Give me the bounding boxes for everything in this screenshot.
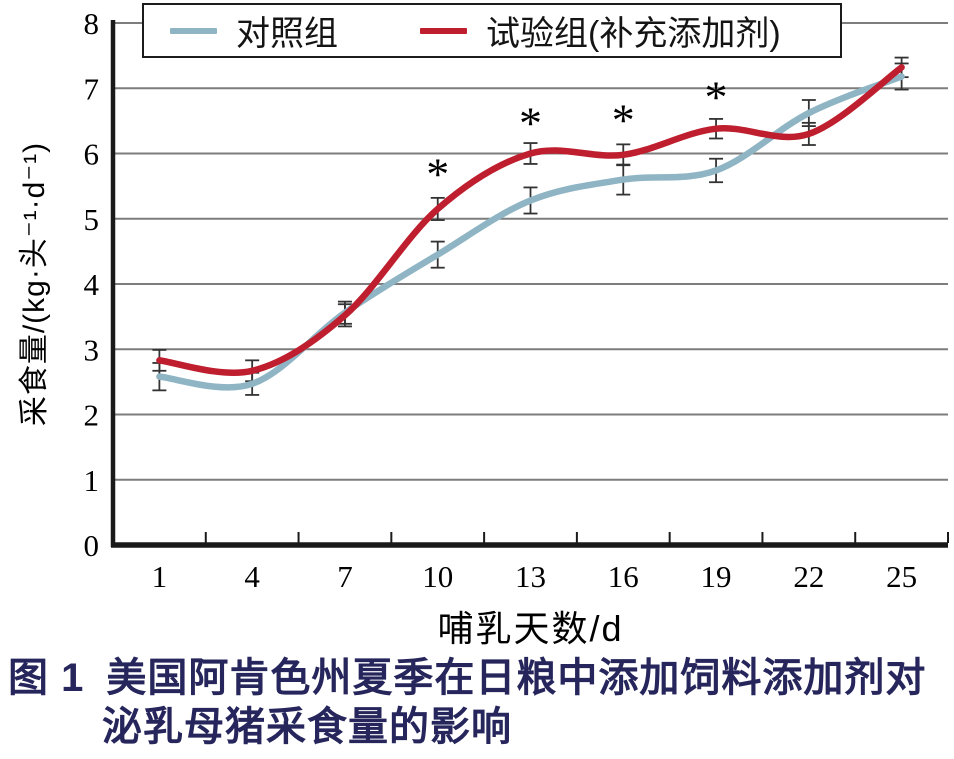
series-line-treatment bbox=[156, 64, 905, 376]
svg-text:*: * bbox=[519, 98, 542, 149]
svg-text:5: 5 bbox=[84, 202, 100, 237]
control-line-swatch bbox=[170, 27, 217, 34]
svg-text:8: 8 bbox=[84, 6, 100, 41]
svg-text:1: 1 bbox=[84, 463, 100, 498]
legend-item-control: 对照组 bbox=[170, 6, 338, 55]
plot-gridlines bbox=[113, 22, 948, 481]
legend-label-control: 对照组 bbox=[236, 15, 338, 53]
figure-caption: 图 1 美国阿肯色州夏季在日粮中添加饲料添加剂对 泌乳母猪采食量的影响 bbox=[8, 654, 926, 752]
svg-text:25: 25 bbox=[886, 559, 917, 594]
svg-text:7: 7 bbox=[337, 559, 353, 594]
caption-text-line2: 泌乳母猪采食量的影响 bbox=[102, 705, 512, 749]
caption-line-1: 图 1 美国阿肯色州夏季在日粮中添加饲料添加剂对 bbox=[8, 654, 926, 703]
svg-text:10: 10 bbox=[422, 559, 453, 594]
svg-text:*: * bbox=[612, 94, 635, 145]
caption-text-line1: 美国阿肯色州夏季在日粮中添加饲料添加剂对 bbox=[106, 656, 927, 700]
svg-text:*: * bbox=[426, 149, 449, 200]
svg-text:3: 3 bbox=[84, 332, 100, 367]
svg-text:2: 2 bbox=[84, 398, 100, 433]
svg-text:4: 4 bbox=[84, 267, 100, 302]
treatment-line-swatch bbox=[420, 27, 467, 34]
y-axis-title: 采食量/(kg·头⁻¹·d⁻¹) bbox=[18, 141, 51, 427]
legend-item-treatment: 试验组(补充添加剂) bbox=[420, 6, 781, 55]
x-tick-labels: 1 4 7 10 13 16 19 22 25 bbox=[152, 559, 917, 594]
svg-text:0: 0 bbox=[84, 528, 100, 563]
svg-text:*: * bbox=[705, 72, 728, 123]
line-chart-plot: 0 1 2 3 4 5 6 7 8 1 4 7 10 13 16 19 22 25 * * * * bbox=[84, 6, 949, 594]
svg-text:1: 1 bbox=[152, 559, 168, 594]
x-axis-title: 哺乳天数/d bbox=[437, 608, 624, 649]
x-axis-ticks bbox=[112, 532, 949, 543]
svg-text:22: 22 bbox=[793, 559, 824, 594]
legend-label-treatment: 试验组(补充添加剂) bbox=[486, 15, 781, 53]
series-line-control bbox=[156, 73, 905, 391]
svg-text:6: 6 bbox=[84, 137, 100, 172]
svg-text:4: 4 bbox=[244, 559, 260, 594]
svg-text:7: 7 bbox=[84, 71, 100, 106]
svg-text:19: 19 bbox=[701, 559, 732, 594]
y-tick-labels: 0 1 2 3 4 5 6 7 8 bbox=[84, 6, 100, 563]
caption-figure-number: 图 1 bbox=[8, 656, 85, 700]
significance-asterisks: * * * * bbox=[426, 72, 727, 200]
svg-text:13: 13 bbox=[515, 559, 546, 594]
chart-legend: 对照组 试验组(补充添加剂) bbox=[142, 3, 842, 58]
svg-text:16: 16 bbox=[608, 559, 639, 594]
